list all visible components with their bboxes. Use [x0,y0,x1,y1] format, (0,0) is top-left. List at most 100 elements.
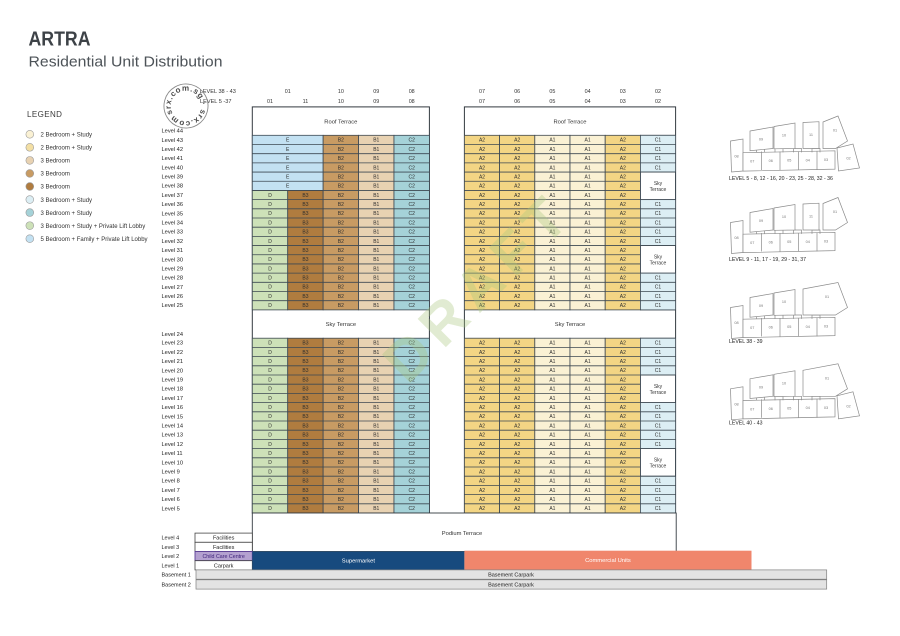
svg-text:04: 04 [806,158,810,162]
svg-text:Level 13: Level 13 [162,433,184,439]
svg-text:01: 01 [267,99,273,105]
svg-text:A2: A2 [514,147,520,153]
svg-text:A2: A2 [514,377,520,383]
svg-text:E: E [286,165,290,171]
svg-text:A2: A2 [479,460,485,466]
svg-text:C2: C2 [408,423,415,429]
svg-text:D: D [268,276,272,282]
svg-text:A1: A1 [585,276,591,282]
svg-text:D: D [268,405,272,411]
svg-text:A1: A1 [585,469,591,475]
svg-text:A1: A1 [585,248,591,254]
svg-text:5 Bedroom + Family + Private L: 5 Bedroom + Family + Private Lift Lobby [41,237,148,243]
svg-text:B2: B2 [338,469,344,475]
svg-text:A2: A2 [479,359,485,365]
svg-text:A2: A2 [514,248,520,254]
svg-text:Basement Carpark: Basement Carpark [488,582,534,588]
svg-text:C2: C2 [408,285,415,291]
svg-text:B3: B3 [302,220,308,226]
svg-text:Level 31: Level 31 [162,248,184,254]
svg-text:A2: A2 [514,220,520,226]
svg-text:A2: A2 [620,294,626,300]
svg-text:A2: A2 [620,147,626,153]
svg-text:B3: B3 [302,414,308,420]
svg-text:Sky Terrace: Sky Terrace [326,322,357,328]
svg-text:B3: B3 [302,266,308,272]
svg-text:A2: A2 [620,451,626,457]
svg-text:C2: C2 [408,257,415,263]
svg-text:B3: B3 [302,396,308,402]
svg-text:A1: A1 [585,506,591,512]
svg-text:A2: A2 [514,460,520,466]
svg-text:06: 06 [769,326,773,330]
svg-text:C2: C2 [408,414,415,420]
svg-text:B1: B1 [373,156,379,162]
svg-text:06: 06 [769,407,773,411]
svg-text:A2: A2 [479,257,485,263]
svg-text:10: 10 [338,99,344,105]
svg-text:B3: B3 [302,202,308,208]
svg-text:Level 8: Level 8 [162,479,180,485]
svg-text:02: 02 [655,89,661,95]
svg-text:B2: B2 [338,138,344,144]
svg-text:Level 36: Level 36 [162,202,184,208]
svg-text:C2: C2 [408,266,415,272]
svg-text:D: D [268,220,272,226]
svg-text:B3: B3 [302,359,308,365]
svg-text:A1: A1 [585,497,591,503]
svg-text:07: 07 [750,326,754,330]
svg-text:A1: A1 [585,488,591,494]
svg-text:B3: B3 [302,193,308,199]
svg-text:A2: A2 [479,341,485,347]
svg-text:A1: A1 [549,442,555,448]
svg-text:A1: A1 [549,451,555,457]
svg-text:A2: A2 [620,377,626,383]
svg-text:B2: B2 [338,220,344,226]
svg-text:04: 04 [806,325,810,329]
svg-text:A1: A1 [585,377,591,383]
svg-text:A1: A1 [585,350,591,356]
svg-text:A1: A1 [585,368,591,374]
svg-text:LEGEND: LEGEND [27,110,62,119]
svg-text:Level 4: Level 4 [162,536,180,542]
svg-text:LEVEL 38 - 39: LEVEL 38 - 39 [729,339,763,345]
svg-text:B2: B2 [338,506,344,512]
svg-text:A1: A1 [549,460,555,466]
svg-text:A2: A2 [514,451,520,457]
svg-text:D: D [268,368,272,374]
svg-text:A2: A2 [514,350,520,356]
svg-text:10: 10 [782,381,786,385]
svg-text:A2: A2 [620,341,626,347]
svg-text:09: 09 [373,89,379,95]
svg-text:B1: B1 [373,220,379,226]
svg-text:03: 03 [824,406,828,410]
svg-text:B2: B2 [338,423,344,429]
svg-text:B2: B2 [338,341,344,347]
svg-text:C2: C2 [408,488,415,494]
svg-text:A1: A1 [549,294,555,300]
svg-text:A1: A1 [585,239,591,245]
svg-text:C2: C2 [408,359,415,365]
svg-text:B1: B1 [373,294,379,300]
svg-text:Terrace: Terrace [650,463,667,469]
svg-text:Child Care Centre: Child Care Centre [202,554,244,560]
svg-text:A2: A2 [514,211,520,217]
svg-text:A2: A2 [479,488,485,494]
svg-text:D: D [268,377,272,383]
svg-text:A1: A1 [549,506,555,512]
svg-text:LEVEL 5 - 8, 12 - 16, 20 - 23,: LEVEL 5 - 8, 12 - 16, 20 - 23, 25 - 28, … [729,176,833,182]
svg-text:3 Bedroom: 3 Bedroom [41,185,70,191]
svg-text:A1: A1 [549,248,555,254]
svg-text:Supermarket: Supermarket [342,559,376,565]
svg-text:A2: A2 [514,138,520,144]
svg-text:B1: B1 [373,488,379,494]
svg-text:B3: B3 [302,451,308,457]
svg-text:Level 35: Level 35 [162,211,184,217]
svg-text:07: 07 [479,89,485,95]
svg-text:A2: A2 [514,285,520,291]
svg-text:A1: A1 [585,396,591,402]
svg-text:B3: B3 [302,405,308,411]
svg-text:05: 05 [787,407,791,411]
svg-text:A1: A1 [549,230,555,236]
svg-text:Commercial Units: Commercial Units [585,558,631,564]
